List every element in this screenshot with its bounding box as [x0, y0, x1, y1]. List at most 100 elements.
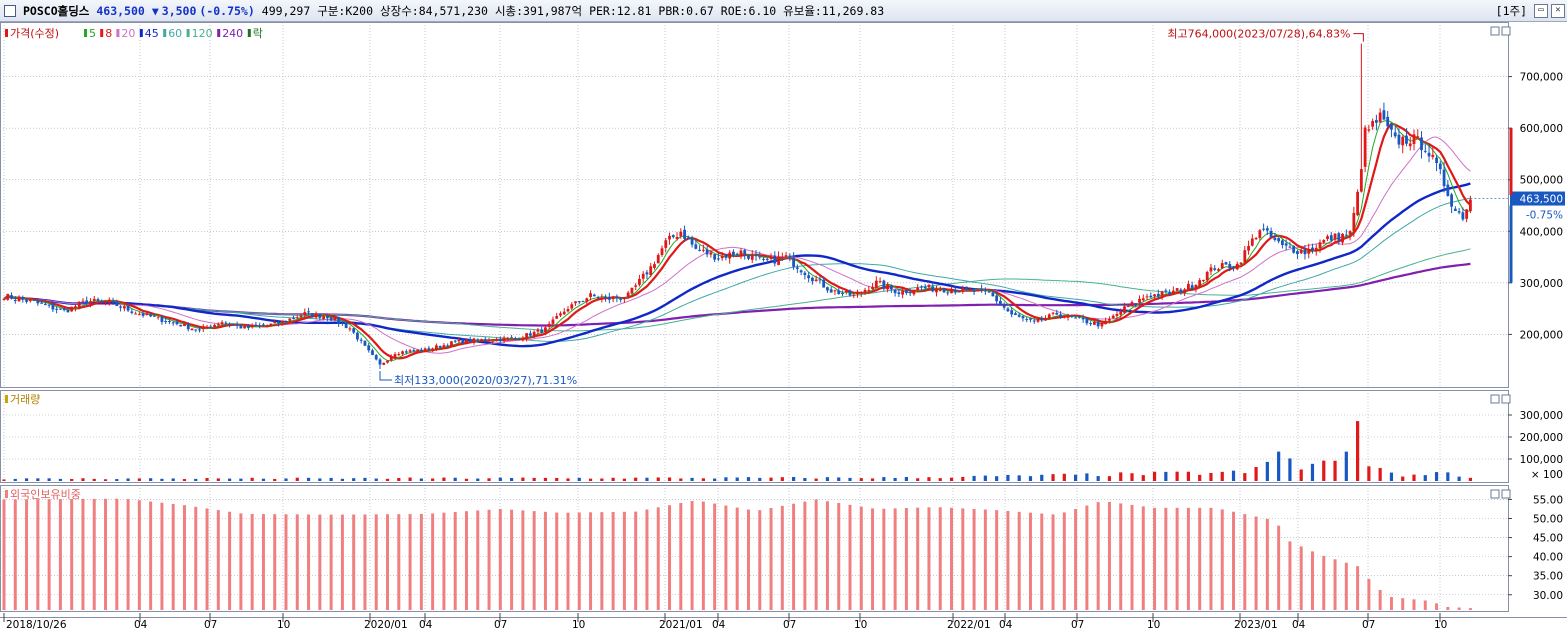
- candle-body: [258, 325, 262, 327]
- x-tick-label: 04: [712, 619, 726, 630]
- price-pane-maximize-icon[interactable]: [1490, 26, 1500, 36]
- candle-body: [818, 279, 822, 281]
- candle-body: [1002, 304, 1006, 308]
- candle-body: [431, 348, 435, 350]
- candle-body: [408, 350, 412, 352]
- candle-body: [513, 338, 517, 340]
- foreign-ownership-bar: [1423, 600, 1427, 610]
- candle-body: [13, 300, 17, 302]
- foreign-ownership-bar: [58, 499, 62, 610]
- candle-body: [1423, 150, 1427, 152]
- volume-bar: [228, 478, 232, 481]
- candle-body: [999, 300, 1002, 305]
- candle-body: [852, 294, 856, 296]
- candle-body: [886, 284, 889, 290]
- candle-body: [581, 301, 585, 303]
- candle-body: [607, 296, 611, 300]
- foreign-ownership-bar: [634, 511, 638, 610]
- foreign-ownership-bar: [566, 512, 570, 610]
- candle-body: [495, 338, 498, 341]
- candle-body: [1175, 288, 1179, 291]
- candle-body: [502, 337, 506, 342]
- select-checkbox[interactable]: [4, 4, 16, 17]
- foreign-ownership-bar: [408, 514, 412, 610]
- foreign-ownership-bar: [149, 501, 153, 610]
- volume-bar: [1028, 476, 1033, 481]
- foreign-ownership-bar: [713, 503, 717, 610]
- foreign-pane-close-icon[interactable]: [1501, 489, 1511, 499]
- candle-body: [1363, 127, 1367, 167]
- current-price-label: 463,500: [1520, 194, 1563, 206]
- price-change-pct: (-0.75%): [199, 3, 255, 18]
- close-icon[interactable]: ✕: [1551, 4, 1565, 18]
- candle-body: [833, 290, 837, 292]
- candle-body: [1292, 245, 1296, 253]
- high-annotation: 최고764,000(2023/07/28),64.83%: [1167, 28, 1350, 41]
- volume-bar: [250, 477, 254, 481]
- volume-pane-close-icon[interactable]: [1501, 394, 1511, 404]
- foreign-ownership-bar: [1130, 504, 1134, 610]
- maximize-icon[interactable]: ▭: [1534, 4, 1548, 18]
- candle-body: [190, 328, 194, 331]
- candle-body: [1314, 247, 1318, 251]
- candle-body: [1408, 143, 1412, 147]
- foreign-ownership-bar: [194, 506, 198, 610]
- ma-legend-swatch: [139, 29, 143, 37]
- market-cap: 시총:391,987억: [494, 3, 583, 18]
- candle-body: [1126, 306, 1130, 308]
- candle-body: [645, 272, 649, 275]
- foreign-ownership-bar: [464, 511, 468, 610]
- x-tick-label: 10: [572, 619, 585, 630]
- candle-body: [976, 289, 980, 292]
- foreign-axis-label: 50.00: [1533, 514, 1563, 526]
- candle-body: [961, 287, 965, 292]
- candle-body: [43, 303, 47, 305]
- period-selector[interactable]: [1주]: [1495, 4, 1527, 18]
- candle-body: [724, 254, 728, 258]
- ma-legend-swatch: [186, 29, 190, 37]
- foreign-legend-label: 외국인보유비중: [10, 488, 81, 501]
- foreign-ownership-bar: [893, 508, 897, 610]
- foreign-pane-maximize-icon[interactable]: [1490, 489, 1500, 499]
- foreign-ownership-bar: [25, 499, 29, 610]
- candle-body: [337, 316, 341, 324]
- volume-bar: [464, 478, 469, 481]
- candle-body: [450, 341, 453, 346]
- candle-body: [611, 296, 615, 300]
- candle-body: [1171, 290, 1175, 294]
- ma-legend-label: 5: [89, 27, 96, 40]
- foreign-ownership-bar: [250, 513, 254, 610]
- candle-body: [1224, 262, 1228, 265]
- foreign-ownership-bar: [1062, 512, 1066, 610]
- foreign-ownership-bar: [374, 514, 378, 610]
- candle-body: [280, 320, 284, 323]
- foreign-ownership-bar: [961, 508, 965, 610]
- foreign-ownership-bar: [13, 499, 17, 610]
- candle-body: [1010, 310, 1014, 315]
- candle-body: [472, 338, 476, 343]
- candle-body: [1416, 136, 1420, 138]
- candle-body: [62, 308, 66, 311]
- candle-body: [397, 354, 401, 356]
- foreign-ownership-bar: [803, 501, 807, 610]
- price-pane-close-icon[interactable]: [1501, 26, 1511, 36]
- volume-bar: [1423, 475, 1427, 481]
- candle-body: [634, 285, 638, 287]
- candle-body: [1228, 263, 1232, 269]
- candle-body: [641, 273, 645, 279]
- candle-body: [137, 314, 141, 316]
- foreign-ownership-bar: [1457, 607, 1461, 610]
- volume-bar: [825, 477, 830, 481]
- pbr-value: PBR:0.67: [658, 3, 714, 18]
- candle-body: [1371, 121, 1375, 127]
- candle-body: [1378, 112, 1382, 123]
- candle-body: [359, 339, 363, 341]
- candle-body: [747, 255, 750, 259]
- stock-chart[interactable]: 2018/10/26 04 07 10 2020/01 04 07 10 2021/01 04 07…: [0, 22, 1567, 630]
- candle-body: [957, 291, 961, 293]
- candle-body: [1269, 230, 1273, 238]
- candle-body: [506, 337, 510, 339]
- stock-name[interactable]: POSCO홀딩스: [23, 3, 90, 18]
- volume-pane-maximize-icon[interactable]: [1490, 394, 1500, 404]
- candle-body: [1074, 317, 1077, 319]
